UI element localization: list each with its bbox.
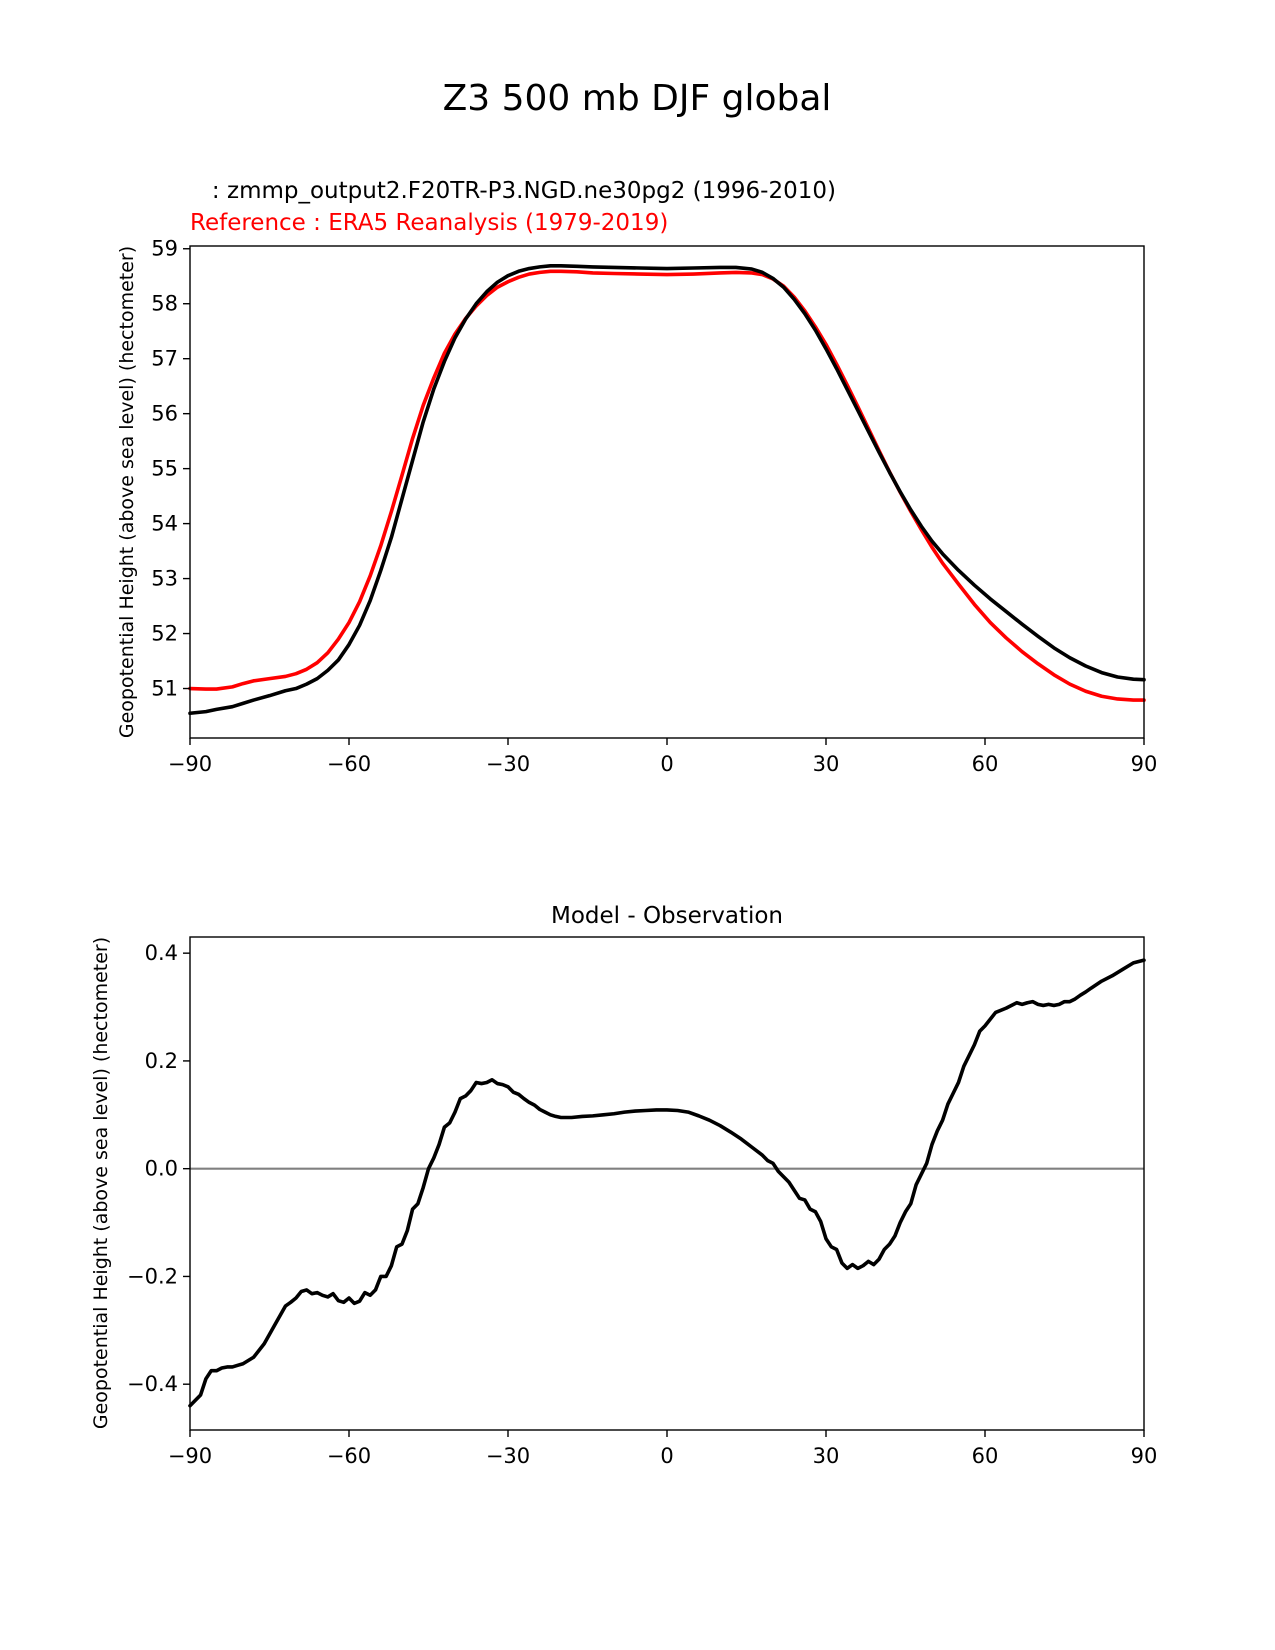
y-tick-label: 55 — [151, 457, 178, 481]
y-tick-label: 0.4 — [145, 941, 178, 965]
top-panel: −90 −60 −30 0 30 60 90 51 52 53 54 55 56 57 58 59 Geopot… — [116, 237, 1157, 776]
x-tick-label: 90 — [1131, 752, 1158, 776]
x-tick-label: −60 — [327, 752, 371, 776]
difference-panel: −90 −60 −30 0 30 60 90 −0.4 −0.2 0.0 0.2 0.4 Geopote… — [90, 936, 1158, 1468]
x-tick-label: 60 — [972, 1444, 999, 1468]
y-tick-label: 59 — [151, 237, 178, 261]
x-tick-label: 90 — [1131, 1444, 1158, 1468]
y-axis-label: Geopotential Height (above sea level) (h… — [116, 246, 138, 738]
x-tick-label: −30 — [486, 1444, 530, 1468]
reference-label: Reference : ERA5 Reanalysis (1979-2019) — [190, 210, 668, 236]
y-tick-label: 0.2 — [145, 1049, 178, 1073]
series-line-difference — [188, 958, 1146, 1408]
x-tick-label: −30 — [486, 752, 530, 776]
x-tick-label: 0 — [660, 752, 673, 776]
x-tick-label: 60 — [972, 752, 999, 776]
series-line-test — [188, 263, 1146, 716]
test-case-label: : zmmp_output2.F20TR-P3.NGD.ne30pg2 (199… — [190, 178, 836, 204]
difference-panel-title: Model - Observation — [551, 903, 783, 929]
y-tick-label: −0.4 — [127, 1372, 178, 1396]
y-tick-label: 58 — [151, 292, 178, 316]
y-axis-label: Geopotential Height (above sea level) (h… — [90, 937, 112, 1429]
y-tick-label: 0.0 — [145, 1157, 178, 1181]
x-tick-label: −90 — [168, 1444, 212, 1468]
x-tick-label: −90 — [168, 752, 212, 776]
y-tick-label: 54 — [151, 512, 178, 536]
series-line-reference — [188, 269, 1146, 702]
y-tick-label: 53 — [151, 567, 178, 591]
figure-title: Z3 500 mb DJF global — [443, 78, 832, 119]
y-tick-label: 51 — [151, 677, 178, 701]
x-tick-label: 30 — [813, 1444, 840, 1468]
y-tick-label: −0.2 — [127, 1264, 178, 1288]
x-tick-label: 0 — [660, 1444, 673, 1468]
y-tick-label: 52 — [151, 622, 178, 646]
x-tick-label: 30 — [813, 752, 840, 776]
y-tick-label: 57 — [151, 347, 178, 371]
y-tick-label: 56 — [151, 402, 178, 426]
x-tick-label: −60 — [327, 1444, 371, 1468]
